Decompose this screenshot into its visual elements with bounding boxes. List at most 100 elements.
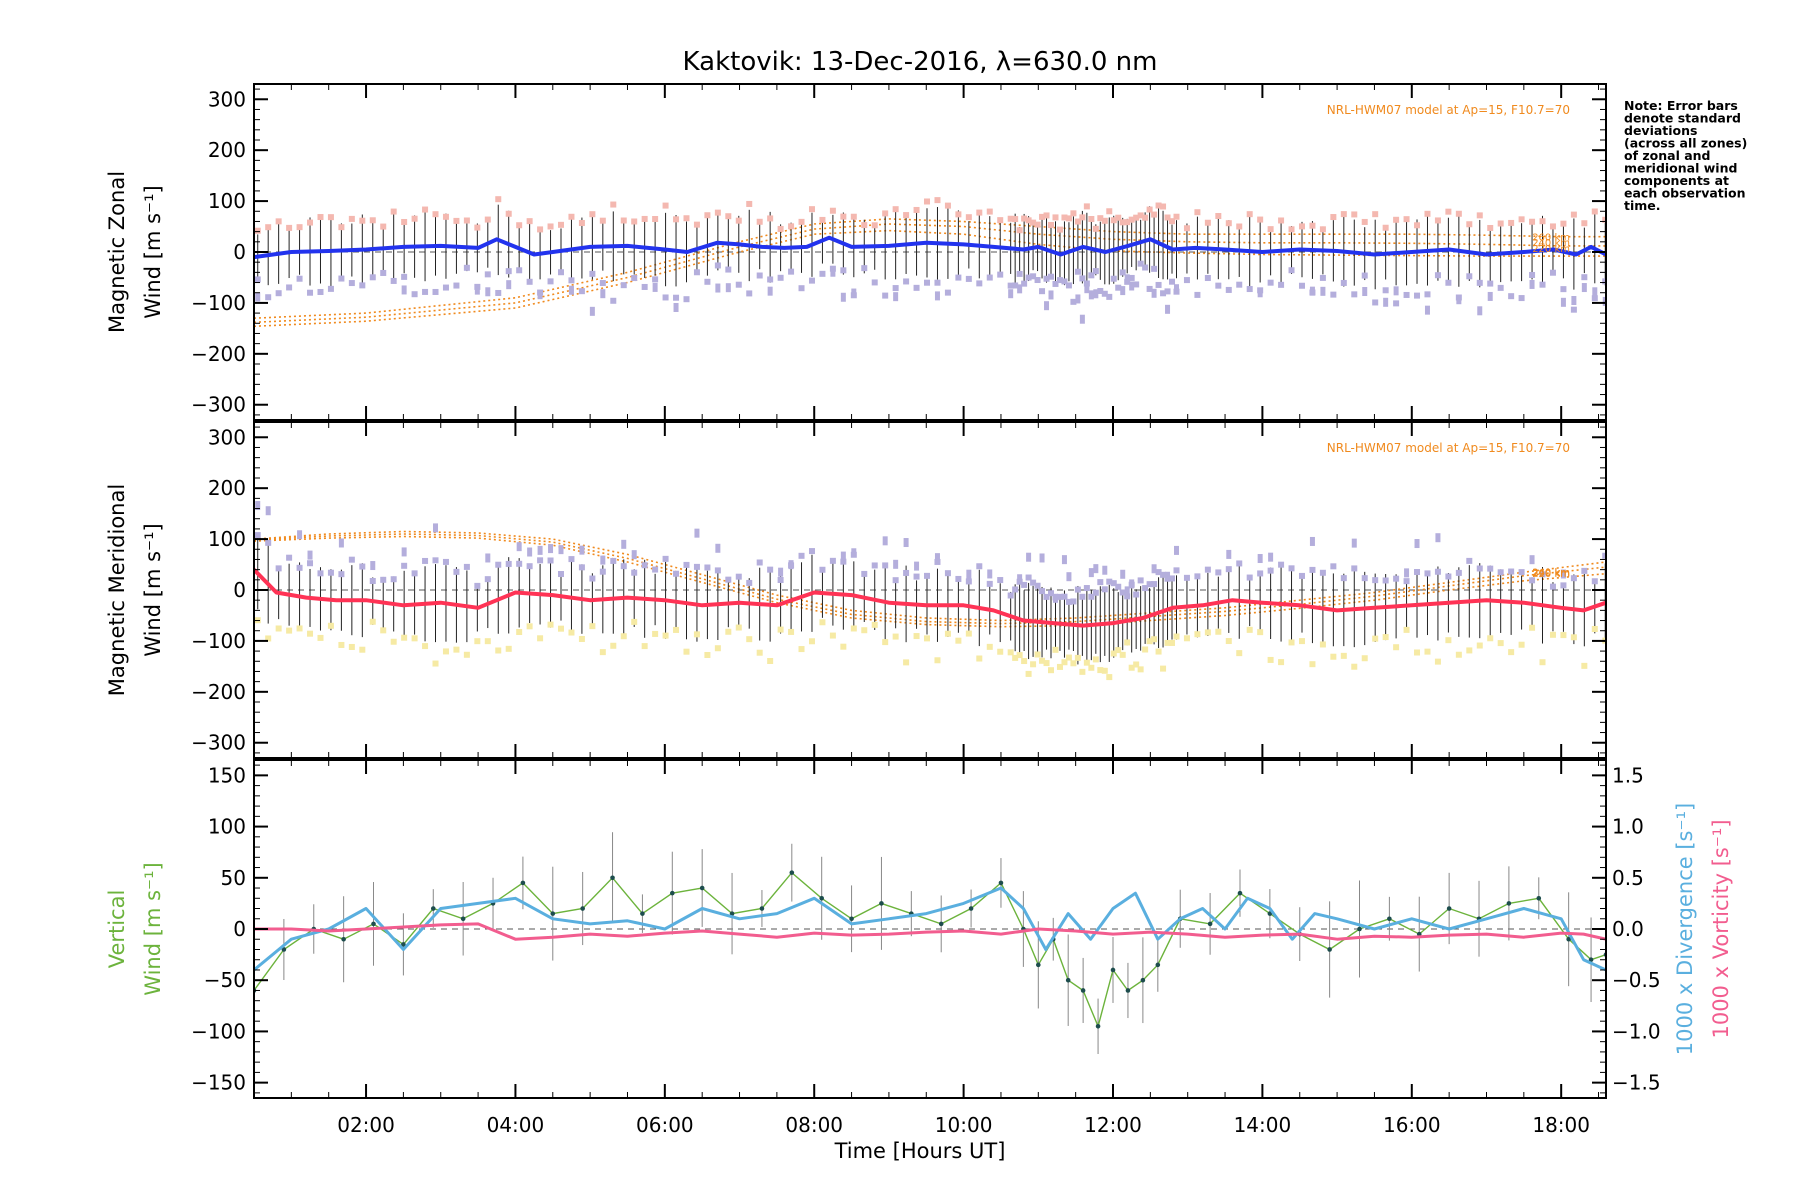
zone-marker	[411, 635, 418, 642]
zone-marker	[997, 577, 1004, 584]
zone-marker	[1581, 274, 1588, 281]
zone-marker	[986, 643, 993, 650]
zone-marker	[1194, 291, 1201, 298]
zone-marker	[715, 283, 721, 293]
zone-marker	[746, 290, 753, 297]
zone-marker	[1173, 633, 1180, 640]
zone-marker	[1025, 670, 1032, 677]
zone-marker	[1052, 593, 1058, 603]
zone-marker	[1070, 210, 1077, 217]
zone-marker	[1165, 571, 1171, 581]
note-line: time.	[1624, 198, 1661, 213]
zone-marker	[1560, 297, 1566, 307]
zone-marker	[704, 278, 711, 285]
note-line: components at	[1624, 173, 1729, 188]
zone-marker	[1101, 217, 1108, 224]
zone-marker	[1106, 208, 1113, 215]
zone-marker	[1319, 641, 1326, 648]
zone-marker	[390, 576, 397, 583]
zone-marker	[1173, 545, 1179, 555]
y-tick-label: 50	[221, 866, 246, 890]
zone-marker	[1539, 218, 1546, 225]
zone-marker	[997, 217, 1004, 224]
zone-marker	[976, 280, 983, 287]
zone-marker	[1092, 656, 1099, 663]
zone-marker	[589, 575, 596, 582]
zone-marker	[1101, 586, 1108, 593]
zone-marker	[1257, 216, 1264, 223]
zone-marker	[1257, 288, 1263, 298]
zone-marker	[631, 218, 638, 225]
zone-marker	[516, 629, 523, 636]
zone-marker	[1257, 554, 1263, 564]
zone-marker	[756, 559, 763, 566]
x-tick-label: 04:00	[487, 1113, 545, 1137]
zone-marker	[934, 553, 940, 563]
zone-marker	[1133, 214, 1140, 221]
zone-marker	[1288, 226, 1295, 233]
zone-marker	[778, 567, 784, 577]
zone-marker	[516, 267, 523, 274]
zone-marker	[662, 632, 669, 639]
zone-marker	[861, 627, 868, 634]
zone-marker	[662, 294, 669, 301]
zone-marker	[652, 282, 658, 292]
x-tick-label: 08:00	[785, 1113, 843, 1137]
zone-marker	[892, 633, 899, 640]
vertical-wind-point	[998, 880, 1004, 886]
zone-marker	[275, 625, 282, 632]
x-tick-label: 18:00	[1532, 1113, 1590, 1137]
zone-marker	[1043, 593, 1050, 600]
vertical-wind-point	[699, 885, 705, 891]
zone-marker	[307, 289, 314, 296]
zone-marker	[1025, 274, 1032, 281]
zone-marker	[401, 547, 407, 557]
zone-marker	[1518, 295, 1525, 302]
zone-marker	[442, 213, 449, 220]
zone-marker	[1183, 225, 1190, 232]
zone-marker	[255, 501, 261, 511]
zone-marker	[934, 657, 941, 664]
zone-marker	[1110, 217, 1117, 224]
zone-marker	[1034, 582, 1041, 589]
y-tick-label: 200	[208, 138, 246, 162]
zone-marker	[1497, 569, 1504, 576]
zone-marker	[621, 539, 627, 549]
zone-marker	[966, 569, 972, 579]
zone-marker	[829, 207, 836, 214]
zone-marker	[631, 275, 638, 282]
zone-marker	[548, 544, 554, 554]
zone-marker	[924, 198, 931, 205]
zone-marker	[348, 643, 355, 650]
vertical-wind-point	[819, 895, 824, 901]
zone-marker	[1083, 659, 1090, 666]
y2-tick-label: 0.5	[1612, 866, 1644, 890]
zone-marker	[1155, 202, 1162, 209]
zone-marker	[495, 647, 502, 654]
zone-marker	[986, 274, 993, 281]
zone-marker	[307, 219, 314, 226]
model-altitude-label: 260 km	[1532, 568, 1570, 579]
zone-marker	[432, 557, 439, 564]
zone-marker	[1403, 291, 1410, 298]
zone-marker	[390, 638, 397, 645]
zone-marker	[1497, 640, 1504, 647]
zone-marker	[944, 202, 951, 209]
zone-marker	[1146, 206, 1153, 213]
zone-marker	[767, 286, 773, 296]
zone-marker	[338, 571, 345, 578]
zone-marker	[1092, 268, 1099, 275]
zone-marker	[1466, 557, 1473, 564]
zone-marker	[1194, 209, 1201, 216]
zone-marker	[516, 222, 523, 229]
zone-marker	[422, 288, 429, 295]
zone-marker	[327, 622, 334, 629]
zone-marker	[840, 267, 847, 274]
zone-marker	[1043, 660, 1050, 667]
zone-marker	[1226, 549, 1232, 559]
zone-marker	[338, 641, 345, 648]
zone-marker	[1137, 577, 1144, 584]
zone-marker	[1476, 279, 1483, 286]
zone-marker	[1044, 301, 1050, 311]
zone-marker	[1160, 665, 1167, 672]
